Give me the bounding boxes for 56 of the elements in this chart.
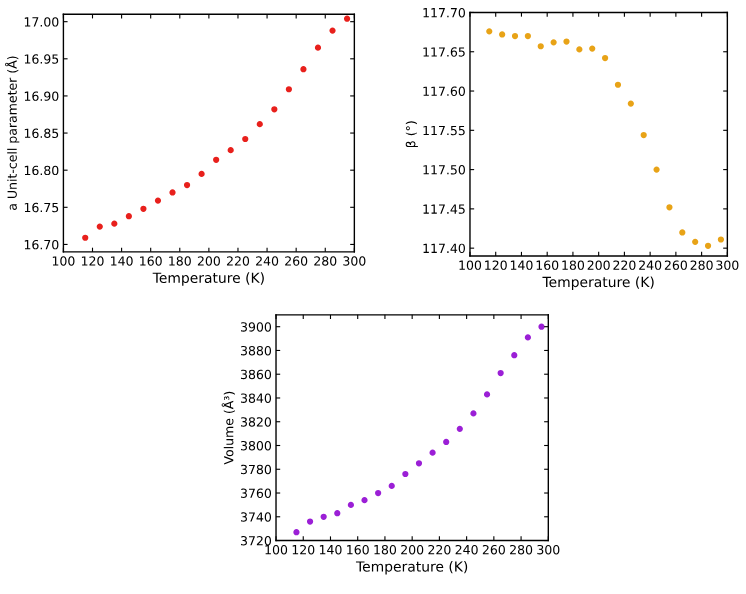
- point: [154, 197, 162, 204]
- point: [347, 501, 355, 509]
- point: [82, 234, 89, 241]
- point: [329, 27, 336, 34]
- point: [242, 135, 249, 143]
- point: [361, 497, 368, 504]
- point: [550, 39, 557, 46]
- point: [388, 482, 395, 489]
- point: [111, 220, 118, 227]
- point: [601, 54, 609, 62]
- point: [227, 147, 234, 154]
- point: [320, 513, 327, 520]
- point: [169, 189, 176, 196]
- point: [483, 391, 491, 398]
- point: [256, 121, 263, 128]
- point: [537, 43, 544, 50]
- point: [140, 205, 147, 212]
- point: [314, 44, 322, 51]
- point: [497, 369, 504, 377]
- point: [576, 46, 583, 53]
- point: [538, 323, 545, 330]
- point: [402, 470, 409, 478]
- point: [271, 106, 278, 113]
- point: [285, 86, 292, 93]
- point: [198, 170, 205, 177]
- point: [183, 181, 191, 189]
- point: [679, 229, 686, 236]
- point: [306, 518, 314, 525]
- point: [334, 510, 341, 517]
- point: [614, 81, 622, 88]
- point: [456, 425, 463, 432]
- point: [511, 32, 519, 40]
- point: [666, 204, 673, 211]
- point: [627, 100, 634, 107]
- point: [375, 489, 382, 497]
- point: [96, 223, 103, 230]
- point: [524, 32, 531, 40]
- point: [640, 131, 647, 139]
- point: [300, 66, 307, 73]
- point: [653, 166, 660, 173]
- point: [524, 334, 531, 341]
- point: [125, 213, 132, 220]
- point: [499, 31, 506, 38]
- point: [511, 352, 518, 359]
- point: [293, 529, 300, 536]
- point: [486, 28, 493, 35]
- point: [589, 45, 596, 52]
- point: [470, 410, 477, 417]
- point: [415, 460, 423, 467]
- point: [563, 38, 570, 45]
- point: [717, 236, 725, 243]
- point: [704, 242, 712, 249]
- point: [443, 438, 450, 446]
- point: [213, 156, 220, 163]
- point: [692, 238, 699, 245]
- point: [429, 449, 436, 456]
